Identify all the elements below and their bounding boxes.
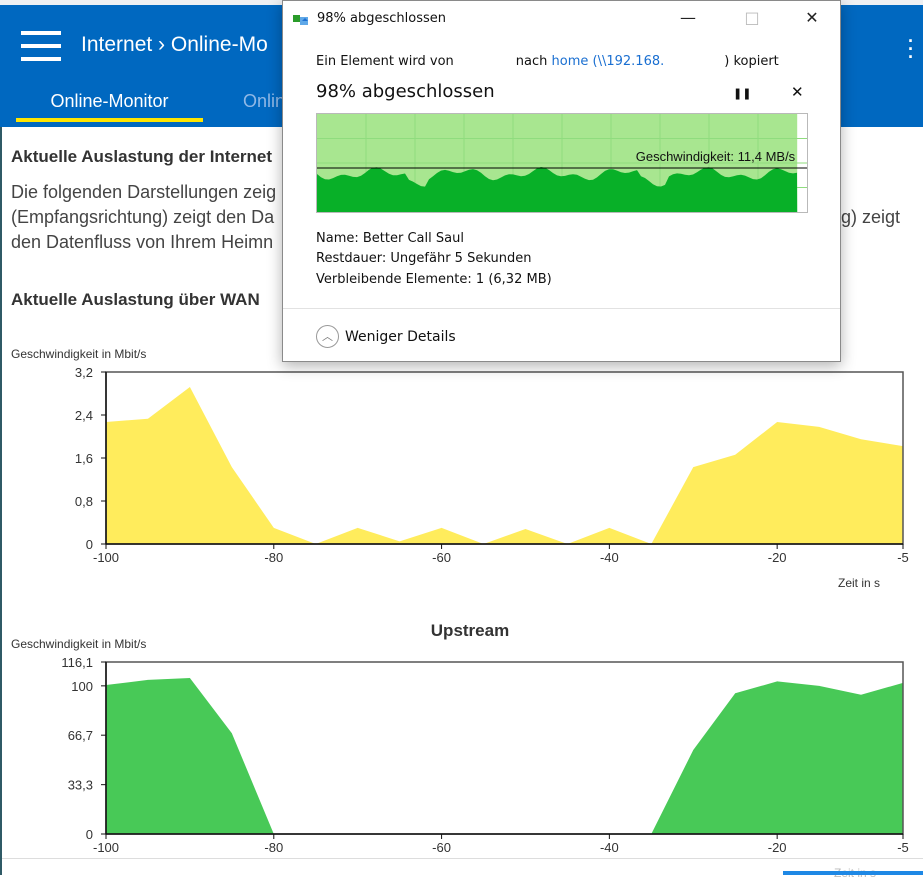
remaining-value: Ungefähr 5 Sekunden [390, 251, 531, 266]
paragraph-line: den Datenfluss von Ihrem Heimn [11, 232, 273, 253]
cancel-button[interactable]: ✕ [791, 83, 804, 101]
x-tick-label: -20 [768, 840, 787, 855]
y-axis-label: Geschwindigkeit in Mbit/s [11, 347, 146, 361]
chart-title: Upstream [431, 621, 509, 640]
bottom-bar [783, 871, 923, 875]
y-tick-label: 100 [71, 679, 93, 694]
paragraph-line: (Empfangsrichtung) zeigt den Da [11, 207, 274, 228]
tab-online-other[interactable]: Onlin [243, 91, 285, 112]
wan-heading: Aktuelle Auslastung über WAN [11, 290, 260, 310]
x-tick-label: -20 [768, 550, 787, 565]
copy-icon [293, 13, 311, 27]
pause-button[interactable]: ❚❚ [733, 87, 751, 100]
name-row: Name: Better Call Saul [316, 231, 464, 246]
copy-mid: nach [516, 54, 548, 69]
y-tick-label: 66,7 [68, 728, 93, 743]
y-tick-label: 0 [86, 827, 93, 842]
y-tick-label: 116,1 [61, 655, 93, 670]
copy-suffix: ) kopiert [724, 54, 779, 69]
items-value: 1 (6,32 MB) [476, 272, 552, 287]
window-close-button[interactable]: ✕ [794, 5, 830, 31]
copy-progress-dialog: 98% abgeschlossen — □ ✕ Ein Element wird… [282, 0, 841, 362]
minimize-button[interactable]: — [670, 5, 706, 31]
breadcrumb: Internet › Online-Mo [81, 33, 268, 57]
section-heading: Aktuelle Auslastung der Internet [11, 147, 272, 167]
y-tick-label: 1,6 [75, 451, 93, 466]
maximize-button[interactable]: □ [734, 5, 770, 31]
x-tick-label: -5 [897, 550, 909, 565]
x-tick-label: -60 [432, 840, 451, 855]
dialog-separator [283, 308, 840, 309]
data-area [106, 387, 903, 544]
x-tick-label: -100 [93, 550, 119, 565]
x-axis-label: Zeit in s [838, 576, 880, 590]
menu-icon[interactable] [21, 31, 61, 61]
progress-heading: 98% abgeschlossen [316, 81, 495, 102]
copy-description: Ein Element wird von nach home (\\192.168… [316, 54, 779, 69]
paragraph-line: g) zeigt [841, 207, 900, 228]
less-details-button[interactable]: ︿ Weniger Details [316, 325, 456, 348]
tab-online-monitor[interactable]: Online-Monitor [16, 91, 203, 122]
less-details-label: Weniger Details [345, 329, 456, 345]
items-row: Verbleibende Elemente: 1 (6,32 MB) [316, 272, 552, 287]
x-tick-label: -80 [264, 550, 283, 565]
y-tick-label: 0,8 [75, 494, 93, 509]
copy-prefix: Ein Element wird von [316, 54, 454, 69]
y-tick-label: 33,3 [68, 778, 93, 793]
paragraph-line: Die folgenden Darstellungen zeig [11, 182, 276, 203]
more-options-icon[interactable]: ··· [908, 37, 916, 61]
remaining-row: Restdauer: Ungefähr 5 Sekunden [316, 251, 531, 266]
x-tick-label: -40 [600, 840, 619, 855]
upstream-chart: Upstream Geschwindigkeit in Mbit/s 0 33,3 66… [0, 615, 923, 860]
x-tick-label: -40 [600, 550, 619, 565]
divider [2, 858, 923, 859]
y-tick-label: 0 [86, 537, 93, 552]
downstream-chart: Geschwindigkeit in Mbit/s 0 0,8 1,6 2,4 3,2 -1… [0, 340, 923, 600]
name-value: Better Call Saul [363, 231, 464, 246]
y-tick-label: 2,4 [75, 408, 93, 423]
y-axis-label: Geschwindigkeit in Mbit/s [11, 637, 146, 651]
x-tick-label: -60 [432, 550, 451, 565]
items-label: Verbleibende Elemente: [316, 272, 472, 287]
destination-link[interactable]: home (\\192.168. [552, 54, 665, 69]
data-area [106, 678, 903, 834]
x-tick-label: -5 [897, 840, 909, 855]
x-tick-label: -100 [93, 840, 119, 855]
dialog-title: 98% abgeschlossen [317, 11, 446, 26]
y-tick-label: 3,2 [75, 365, 93, 380]
chevron-up-icon: ︿ [316, 325, 339, 348]
x-tick-label: -80 [264, 840, 283, 855]
name-label: Name: [316, 231, 359, 246]
speed-label: Geschwindigkeit: 11,4 MB/s [636, 149, 796, 164]
remaining-label: Restdauer: [316, 251, 386, 266]
speed-graph: Geschwindigkeit: 11,4 MB/s [316, 113, 808, 213]
